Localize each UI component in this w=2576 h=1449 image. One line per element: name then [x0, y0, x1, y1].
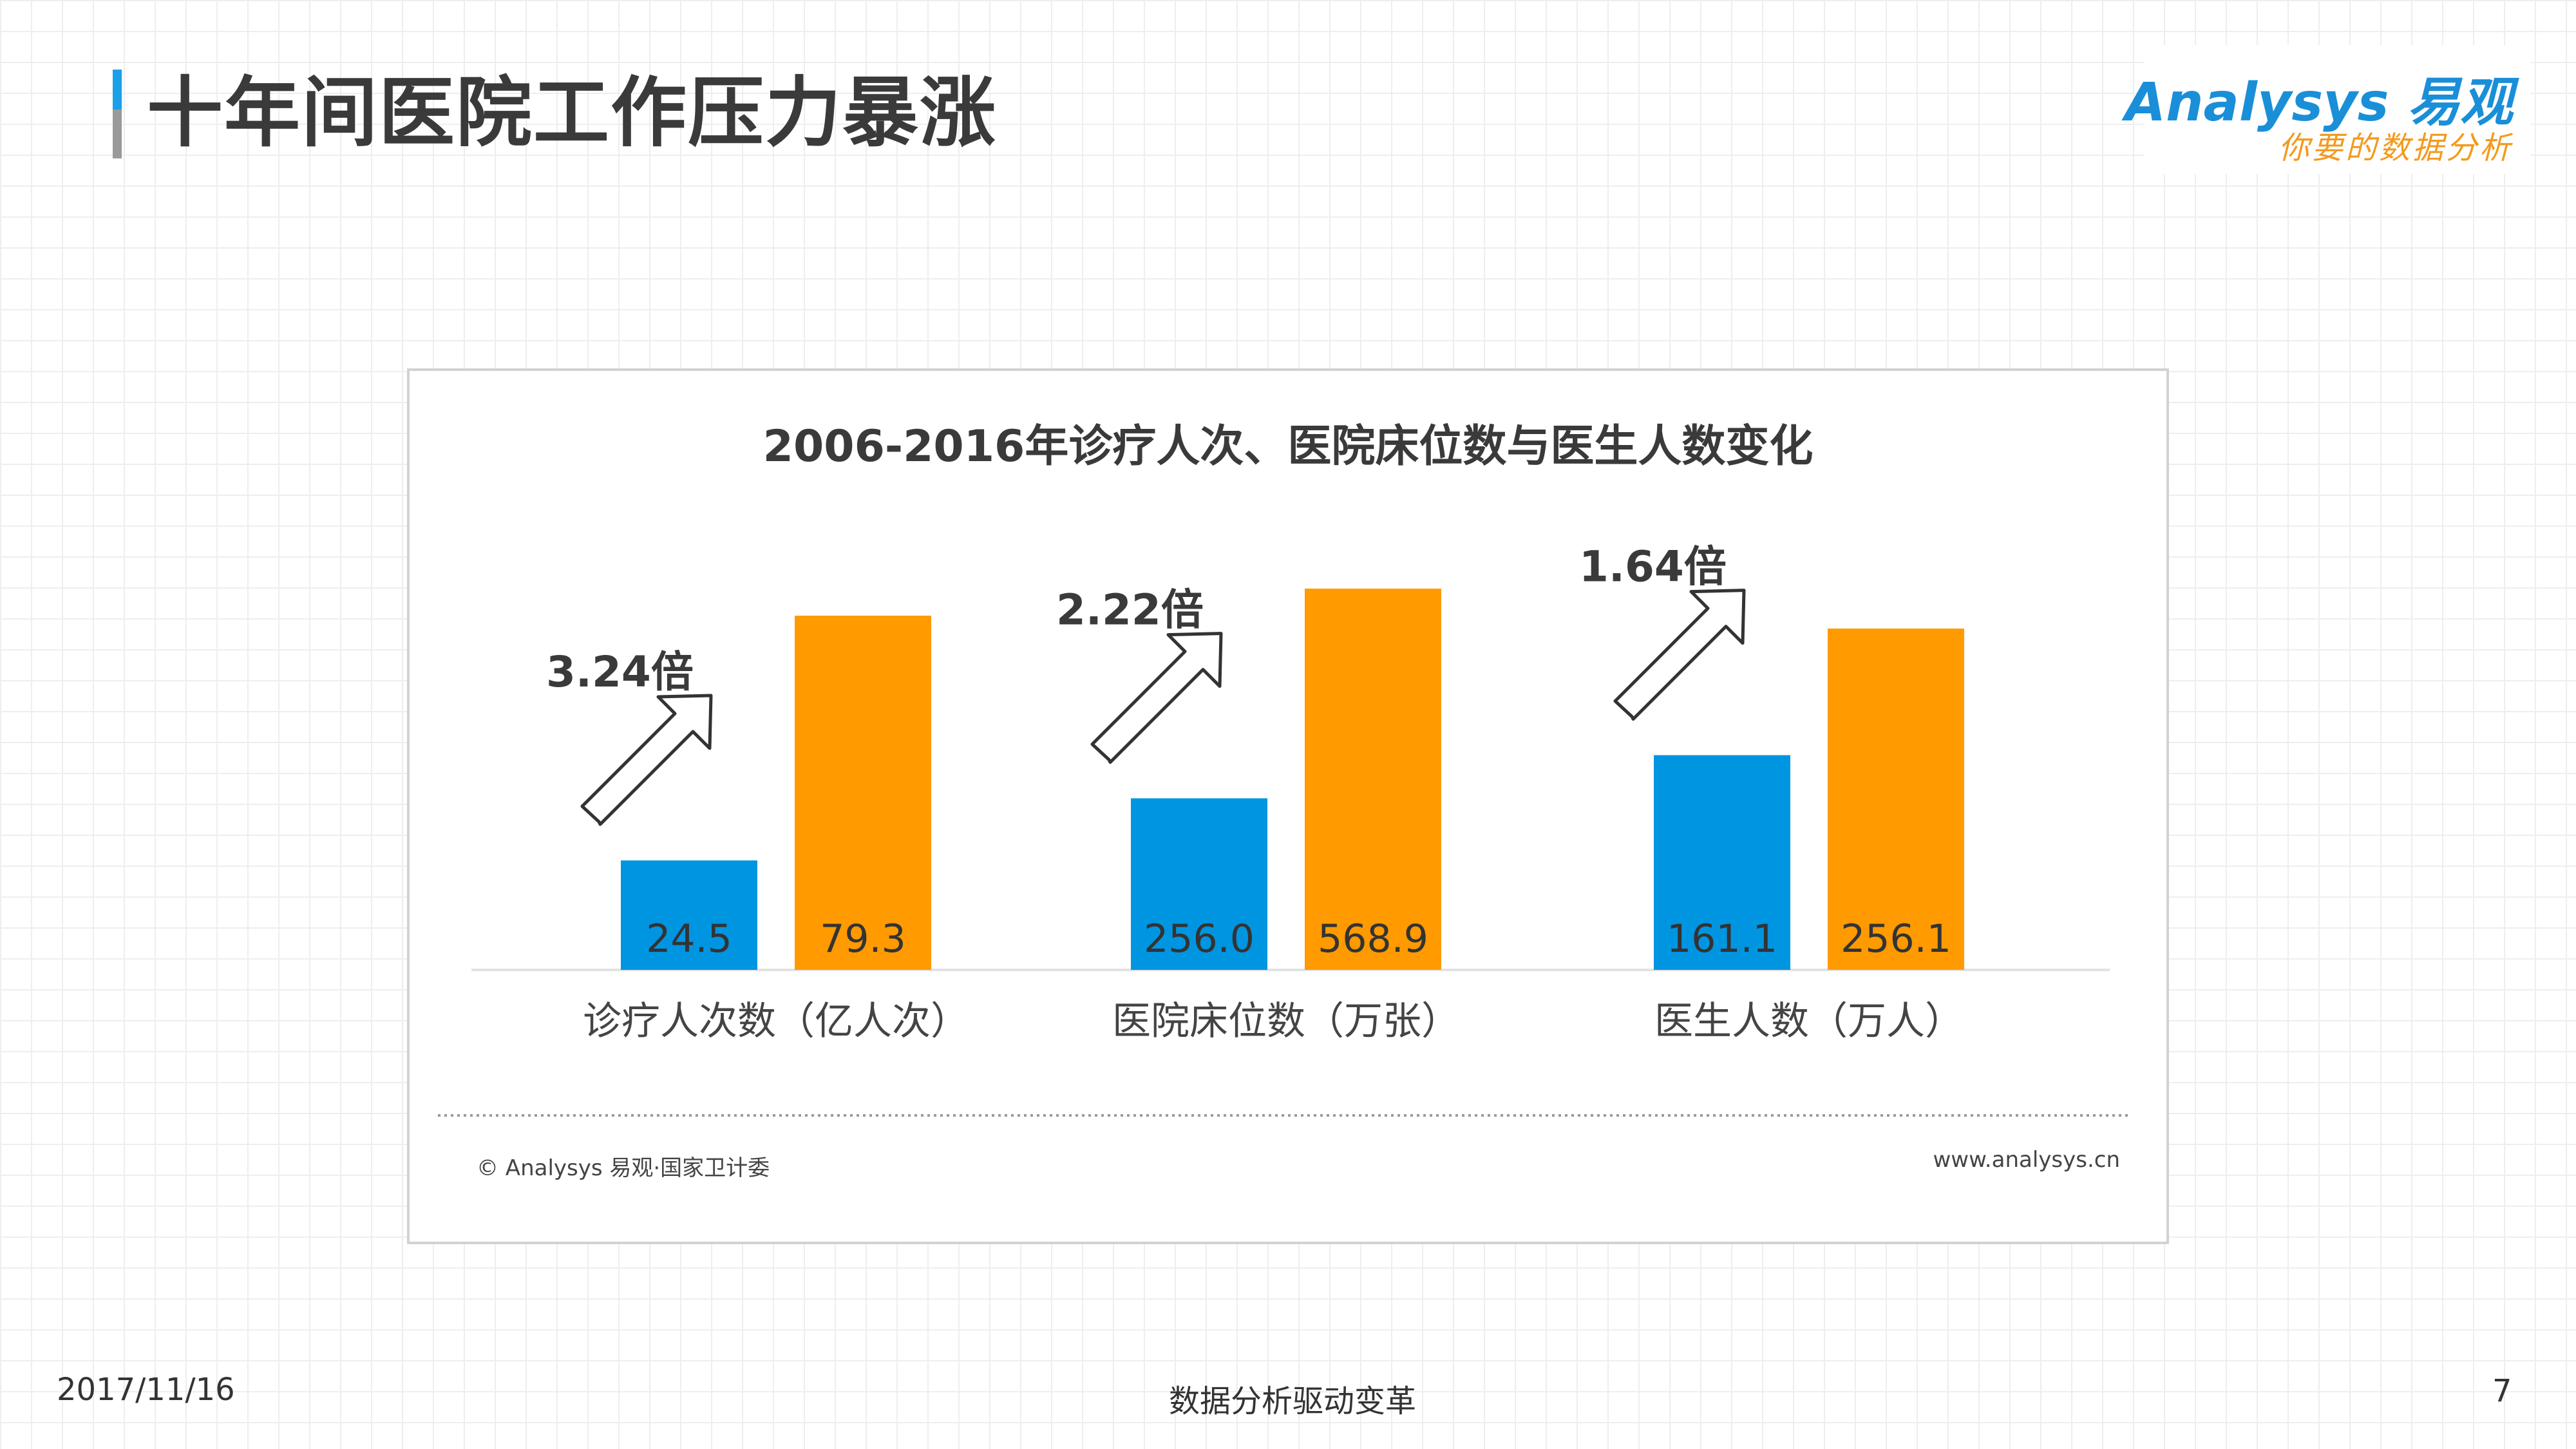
category-label-2: 医院床位数（万张） — [1112, 999, 1460, 1044]
footer-tagline: 数据分析驱动变革 — [1169, 1383, 1417, 1419]
data-label-2-1: 256.0 — [1144, 916, 1255, 961]
footer-date: 2017/11/16 — [57, 1372, 235, 1408]
growth-annotation-3: 1.64倍 — [1579, 542, 1727, 592]
bar-chart: 2006-2016年诊疗人次、医院床位数与医生人数变化 24.5 79.3 诊疗人次… — [438, 421, 2128, 1117]
category-label-3: 医生人数（万人） — [1654, 999, 1964, 1044]
growth-arrow-icon — [1090, 632, 1223, 764]
page-title: 十年间医院工作压力暴涨 — [147, 68, 998, 157]
logo-brand: Analysys 易观 — [2125, 72, 2513, 133]
bar-3-series-1 — [1654, 755, 1790, 970]
data-label-2-2: 568.9 — [1318, 916, 1428, 961]
page-number: 7 — [2492, 1373, 2512, 1409]
chart-title: 2006-2016年诊疗人次、医院床位数与医生人数变化 — [763, 421, 1814, 472]
bar-2-series-1 — [1131, 798, 1267, 970]
growth-annotation-2: 2.22倍 — [1056, 585, 1204, 635]
data-label-3-1: 161.1 — [1667, 916, 1777, 961]
title-accent-bar — [113, 70, 122, 158]
growth-arrow-icon — [1613, 589, 1746, 721]
data-label-1-2: 79.3 — [820, 916, 906, 961]
bar-3-series-2 — [1828, 629, 1964, 970]
bar-1-series-2 — [795, 616, 931, 970]
bar-1-series-1 — [621, 860, 757, 970]
growth-arrow-icon — [580, 694, 713, 826]
data-label-1-1: 24.5 — [646, 916, 732, 961]
logo-slogan: 你要的数据分析 — [2278, 130, 2513, 166]
growth-annotation-1: 3.24倍 — [546, 647, 694, 697]
website-link[interactable]: www.analysys.cn — [1933, 1147, 2121, 1173]
data-label-3-2: 256.1 — [1841, 916, 1951, 961]
bar-2-series-2 — [1305, 589, 1441, 970]
category-label-1: 诊疗人次数（亿人次） — [583, 999, 969, 1044]
chart-panel: 2006-2016年诊疗人次、医院床位数与医生人数变化 24.5 79.3 诊疗人次… — [407, 368, 2169, 1244]
analysys-logo: Analysys 易观 你要的数据分析 — [2125, 45, 2531, 174]
source-note: © Analysys 易观·国家卫计委 — [477, 1155, 770, 1181]
